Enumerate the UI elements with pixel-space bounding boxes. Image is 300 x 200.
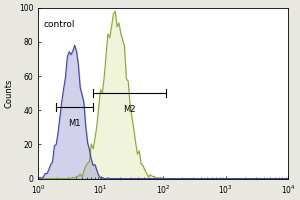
Text: control: control xyxy=(43,20,75,29)
Text: M1: M1 xyxy=(68,119,81,128)
Text: M2: M2 xyxy=(124,105,136,114)
Y-axis label: Counts: Counts xyxy=(4,78,13,108)
